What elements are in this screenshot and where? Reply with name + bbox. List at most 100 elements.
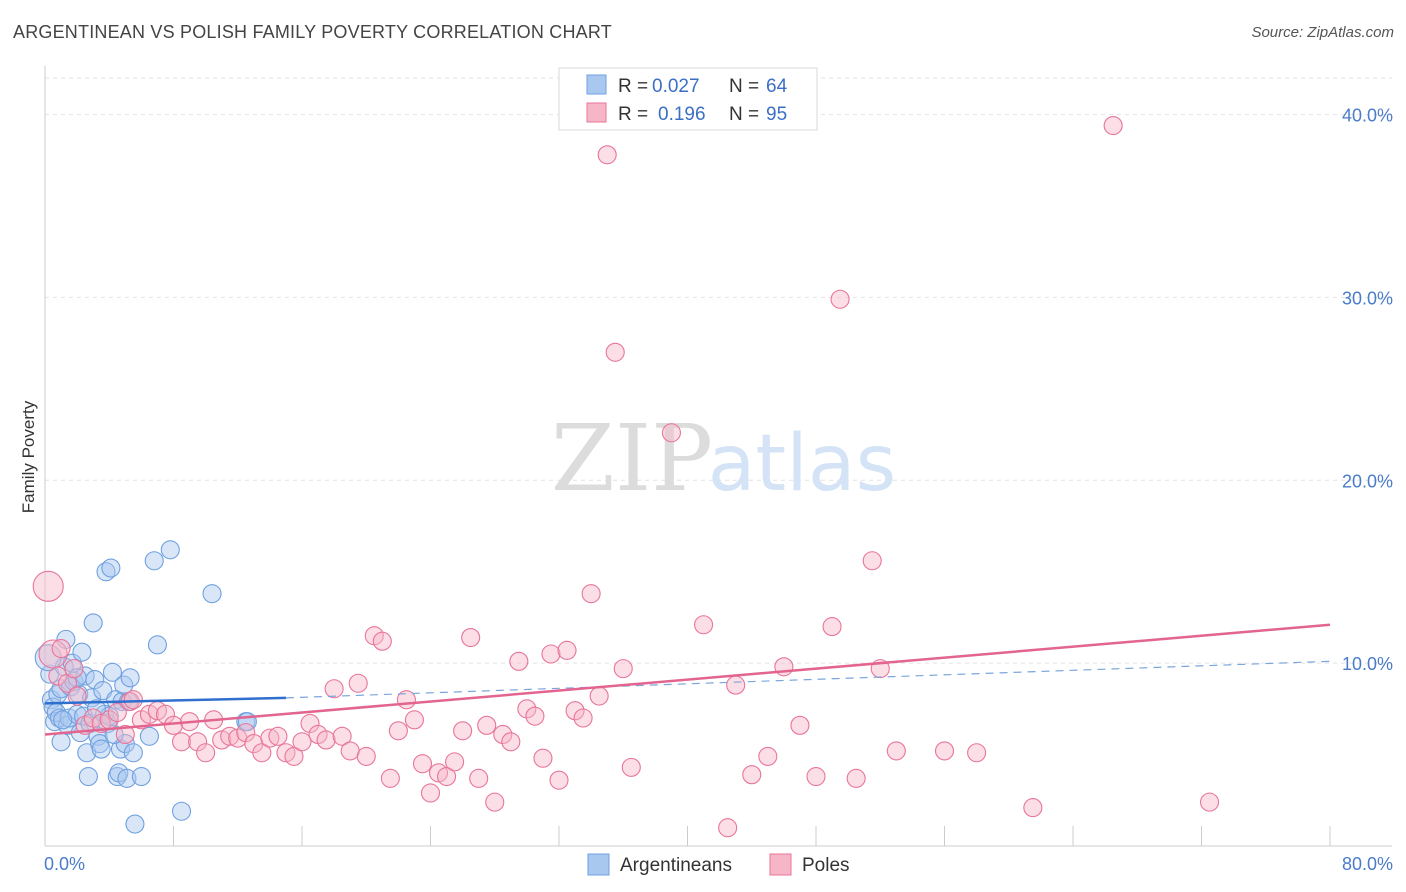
poles-point	[790, 715, 810, 735]
poles-point	[236, 723, 256, 743]
poles-point	[51, 638, 71, 659]
legend-r-label: R =	[618, 104, 648, 125]
poles-point	[453, 721, 473, 741]
y-tick-label: 20.0%	[1342, 471, 1393, 491]
poles-point	[123, 690, 143, 710]
bottom-legend-poles: Poles	[802, 855, 850, 876]
poles-point	[517, 699, 537, 719]
poles-point	[493, 724, 513, 745]
grid-lines	[45, 77, 1392, 664]
legend-n-label: N =	[729, 104, 759, 125]
argentineans-point	[202, 584, 222, 604]
y-tick-label: 10.0%	[1342, 654, 1393, 674]
poles-point	[404, 710, 424, 730]
argentineans-point	[77, 743, 97, 763]
poles-point	[48, 666, 68, 686]
poles-point	[541, 644, 561, 664]
argentineans-trend-line	[44, 696, 286, 705]
y-tick-label: 40.0%	[1342, 106, 1393, 126]
argentineans-point	[131, 766, 151, 787]
argentineans-point	[101, 558, 121, 578]
argentineans-point	[78, 766, 98, 787]
poles-point	[171, 732, 192, 752]
poles-point	[115, 724, 135, 745]
source-credit: Source: ZipAtlas.com	[1251, 24, 1394, 41]
argentineans-point	[125, 814, 145, 834]
bottom-legend: Argentineans Poles	[587, 853, 850, 876]
poles-point	[822, 617, 842, 637]
poles-point	[565, 701, 585, 721]
poles-point	[356, 746, 376, 766]
argentineans-point	[83, 613, 103, 633]
poles-point	[501, 732, 521, 752]
chart-title: ARGENTINEAN VS POLISH FAMILY POVERTY COR…	[13, 22, 612, 42]
argentineans-point	[91, 739, 111, 759]
argentineans-point	[88, 726, 108, 746]
data-points	[32, 115, 1220, 838]
legend-n-label: N =	[729, 76, 759, 97]
poles-point	[316, 730, 336, 750]
poles-point	[830, 289, 850, 309]
poles-point	[862, 551, 882, 571]
y-tick-label: 30.0%	[1342, 288, 1393, 308]
poles-point	[32, 570, 64, 602]
poles-point	[300, 713, 320, 734]
poles-point	[533, 748, 553, 768]
poles-point	[252, 743, 272, 763]
poles-point	[420, 783, 441, 803]
legend-n-value: 64	[766, 76, 788, 97]
legend-n-value: 95	[766, 104, 787, 125]
poles-point	[477, 715, 497, 735]
poles-point	[461, 627, 481, 648]
poles-point	[67, 686, 87, 706]
poles-point	[324, 679, 344, 699]
poles-point	[589, 686, 609, 706]
y-axis-label: Family Poverty	[19, 400, 38, 513]
poles-point	[388, 721, 408, 741]
poles-point	[437, 766, 457, 787]
legend-swatch-poles	[586, 102, 607, 123]
argentineans-point	[139, 726, 159, 746]
bottom-legend-swatch-argentineans	[587, 853, 610, 876]
legend-swatch-argentineans	[586, 74, 607, 95]
poles-point	[1023, 798, 1043, 818]
poles-point	[412, 754, 433, 774]
poles-point	[886, 741, 906, 761]
watermark-zip: ZIP	[551, 405, 713, 512]
poles-point	[260, 728, 280, 748]
top-legend: R = 0.027 N = 64 R = 0.196 N = 95	[558, 67, 818, 131]
argentineans-point	[117, 768, 137, 788]
trend-lines	[44, 623, 1331, 736]
legend-r-value: 0.196	[658, 104, 706, 125]
argentineans-point	[147, 635, 167, 655]
poles-point	[163, 715, 184, 735]
poles-trend-line	[44, 623, 1331, 736]
watermark-atlas: atlas	[708, 419, 897, 509]
poles-point	[549, 770, 569, 790]
poles-point	[107, 702, 127, 723]
argentineans-point	[144, 551, 164, 571]
poles-point	[613, 659, 633, 679]
poles-point	[718, 818, 738, 838]
poles-point	[1103, 115, 1123, 136]
poles-point	[509, 651, 529, 671]
poles-point	[268, 726, 288, 746]
poles-point	[284, 746, 304, 766]
poles-point	[469, 768, 489, 788]
poles-point	[621, 757, 641, 777]
poles-point	[64, 659, 84, 679]
poles-point	[380, 768, 400, 788]
argentineans-point	[120, 668, 140, 688]
poles-point	[525, 706, 545, 726]
poles-point	[605, 342, 625, 362]
poles-point	[694, 615, 714, 635]
poles-point	[188, 732, 208, 752]
poles-point	[573, 708, 593, 728]
poles-point	[661, 423, 681, 443]
poles-point	[1199, 792, 1220, 812]
poles-point	[557, 640, 577, 660]
argentineans-point	[53, 710, 73, 730]
poles-point	[332, 726, 352, 746]
poles-point	[196, 743, 216, 763]
argentineans-point	[51, 732, 71, 752]
